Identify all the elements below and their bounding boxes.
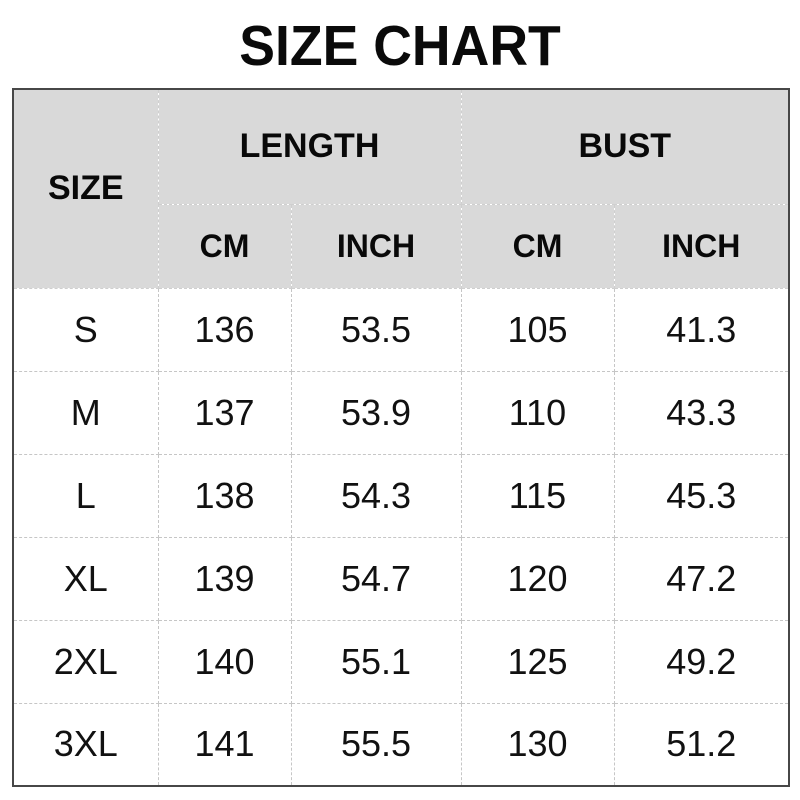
cell-bust-cm: 130 — [460, 702, 615, 787]
cell-length-cm: 137 — [157, 370, 292, 455]
table-row: XL 139 54.7 120 47.2 — [12, 536, 790, 621]
cell-size: 2XL — [12, 619, 159, 704]
cell-length-inch: 55.1 — [290, 619, 462, 704]
cell-length-inch: 54.7 — [290, 536, 462, 621]
table-row: M 137 53.9 110 43.3 — [12, 370, 790, 455]
table-row: 3XL 141 55.5 130 51.2 — [12, 702, 790, 787]
cell-bust-inch: 49.2 — [613, 619, 790, 704]
header-bust-cm: CM — [460, 203, 615, 289]
cell-size: XL — [12, 536, 159, 621]
cell-length-inch: 53.5 — [290, 287, 462, 372]
cell-length-inch: 55.5 — [290, 702, 462, 787]
cell-bust-cm: 105 — [460, 287, 615, 372]
table-row: 2XL 140 55.1 125 49.2 — [12, 619, 790, 704]
cell-length-inch: 54.3 — [290, 453, 462, 538]
cell-size: L — [12, 453, 159, 538]
cell-size: 3XL — [12, 702, 159, 787]
header-size: SIZE — [12, 88, 159, 289]
cell-bust-inch: 45.3 — [613, 453, 790, 538]
cell-bust-inch: 47.2 — [613, 536, 790, 621]
header-bust: BUST — [460, 88, 790, 205]
cell-length-cm: 140 — [157, 619, 292, 704]
cell-length-inch: 53.9 — [290, 370, 462, 455]
cell-bust-inch: 51.2 — [613, 702, 790, 787]
header-length: LENGTH — [157, 88, 462, 205]
table-row: S 136 53.5 105 41.3 — [12, 287, 790, 372]
cell-bust-inch: 43.3 — [613, 370, 790, 455]
size-chart-table: SIZE LENGTH BUST CM INCH CM INCH S 136 5… — [12, 88, 790, 787]
cell-length-cm: 139 — [157, 536, 292, 621]
header-length-cm: CM — [157, 203, 292, 289]
header-length-inch: INCH — [290, 203, 462, 289]
header-row-units: CM INCH CM INCH — [13, 203, 790, 289]
cell-bust-cm: 120 — [460, 536, 615, 621]
cell-bust-cm: 115 — [460, 453, 615, 538]
cell-bust-cm: 110 — [460, 370, 615, 455]
cell-length-cm: 136 — [157, 287, 292, 372]
cell-size: M — [12, 370, 159, 455]
header-row-groups: SIZE LENGTH BUST — [12, 88, 790, 289]
table-row: L 138 54.3 115 45.3 — [12, 453, 790, 538]
cell-length-cm: 141 — [157, 702, 292, 787]
cell-size: S — [12, 287, 159, 372]
header-bust-inch: INCH — [613, 203, 790, 289]
cell-bust-cm: 125 — [460, 619, 615, 704]
cell-bust-inch: 41.3 — [613, 287, 790, 372]
cell-length-cm: 138 — [157, 453, 292, 538]
page-title: SIZE CHART — [239, 14, 561, 78]
